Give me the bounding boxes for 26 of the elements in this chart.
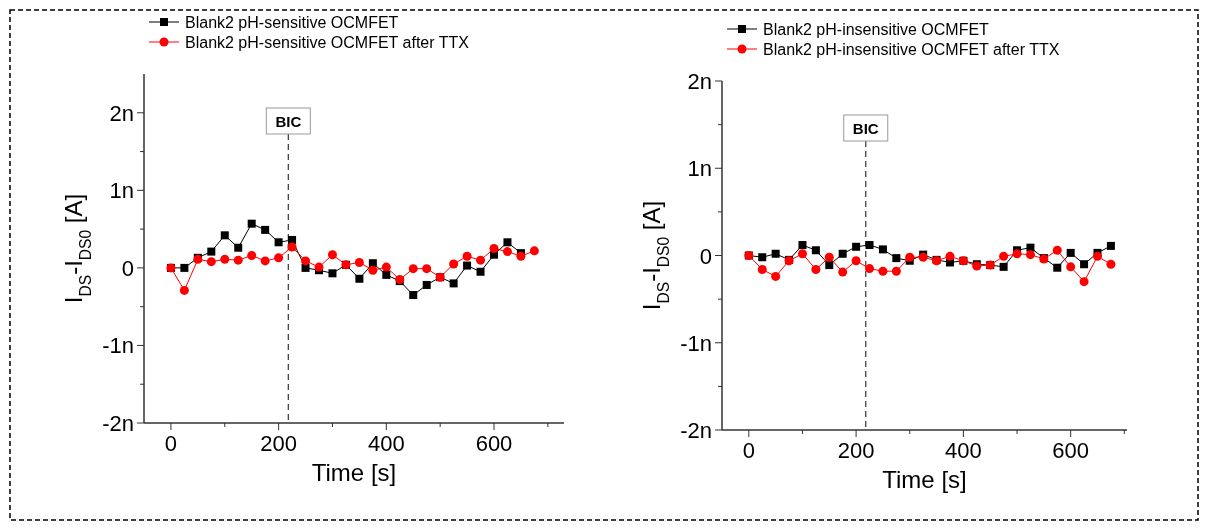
y-tick-label: 1n (109, 178, 134, 204)
x-tick-label: 0 (742, 438, 755, 463)
y-tick-label: 0 (121, 255, 134, 281)
y-tick-label: 1n (687, 156, 712, 182)
legend-label: Blank2 pH-insensitive OCMFET after TTX (763, 41, 1060, 58)
ref-line-label: BIC (275, 113, 302, 130)
x-tick-label: 400 (945, 438, 982, 463)
legend-label: Blank2 pH-sensitive OCMFET after TTX (185, 34, 470, 51)
x-tick-label: 0 (164, 431, 178, 456)
y-tick-label: 2n (687, 69, 712, 94)
x-tick-label: 400 (367, 431, 405, 456)
y-tick-label: -2n (680, 418, 712, 443)
y-tick-label: -1n (680, 330, 712, 356)
y-tick-label: 0 (699, 243, 712, 269)
legend-label: Blank2 pH-insensitive OCMFET (763, 21, 990, 38)
x-axis-title: Time [s] (311, 459, 397, 486)
x-tick-label: 200 (837, 438, 875, 463)
x-tick-label: 200 (260, 431, 297, 456)
y-tick-label: -1n (102, 333, 134, 359)
x-tick-label: 600 (1052, 438, 1090, 463)
y-tick-label: -2n (102, 411, 134, 436)
x-axis-title: Time [s] (882, 466, 967, 493)
legend-label: Blank2 pH-sensitive OCMFET (185, 14, 399, 31)
y-tick-label: 2n (109, 100, 134, 126)
x-tick-label: 600 (475, 431, 513, 456)
ref-line-label: BIC (852, 120, 879, 137)
